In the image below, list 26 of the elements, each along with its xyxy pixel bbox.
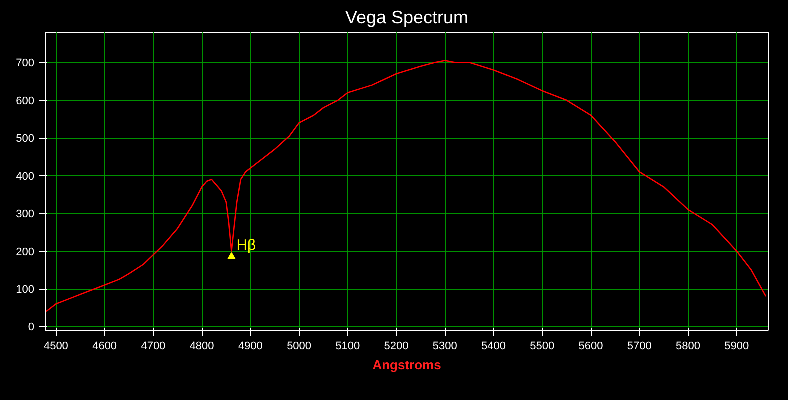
y-tick-label: 0 (28, 322, 35, 334)
line-series (46, 60, 767, 312)
chart-title: Vega Spectrum (345, 8, 469, 28)
x-tick-label: 5800 (676, 340, 701, 352)
y-tick-label: 200 (16, 246, 35, 258)
x-tick-label: 5700 (627, 340, 652, 352)
y-tick-label: 500 (16, 133, 35, 146)
x-axis-title: Angstroms (372, 358, 442, 372)
x-tick-label: 5400 (482, 340, 506, 352)
x-tick-label: 5200 (384, 340, 409, 352)
x-tick-label: 4900 (238, 340, 263, 352)
y-tick-label: 700 (16, 58, 35, 70)
x-tick-label: 5600 (578, 340, 604, 352)
x-tick-label: 5500 (530, 340, 555, 352)
x-tick-label: 5900 (724, 340, 750, 352)
y-tick-label: 600 (16, 95, 35, 108)
y-tick-label: 300 (16, 208, 35, 221)
x-tick-label: 5100 (336, 340, 360, 352)
x-tick-label: 4800 (190, 340, 214, 352)
y-tick-label: 400 (16, 170, 35, 183)
x-tick-label: 5300 (432, 340, 458, 352)
x-tick-label: 4700 (141, 340, 166, 352)
x-tick-label: 4500 (44, 340, 68, 352)
y-tick-label: 100 (16, 284, 35, 296)
x-tick-label: 5000 (287, 340, 312, 352)
x-tick-label: 4600 (92, 340, 118, 352)
